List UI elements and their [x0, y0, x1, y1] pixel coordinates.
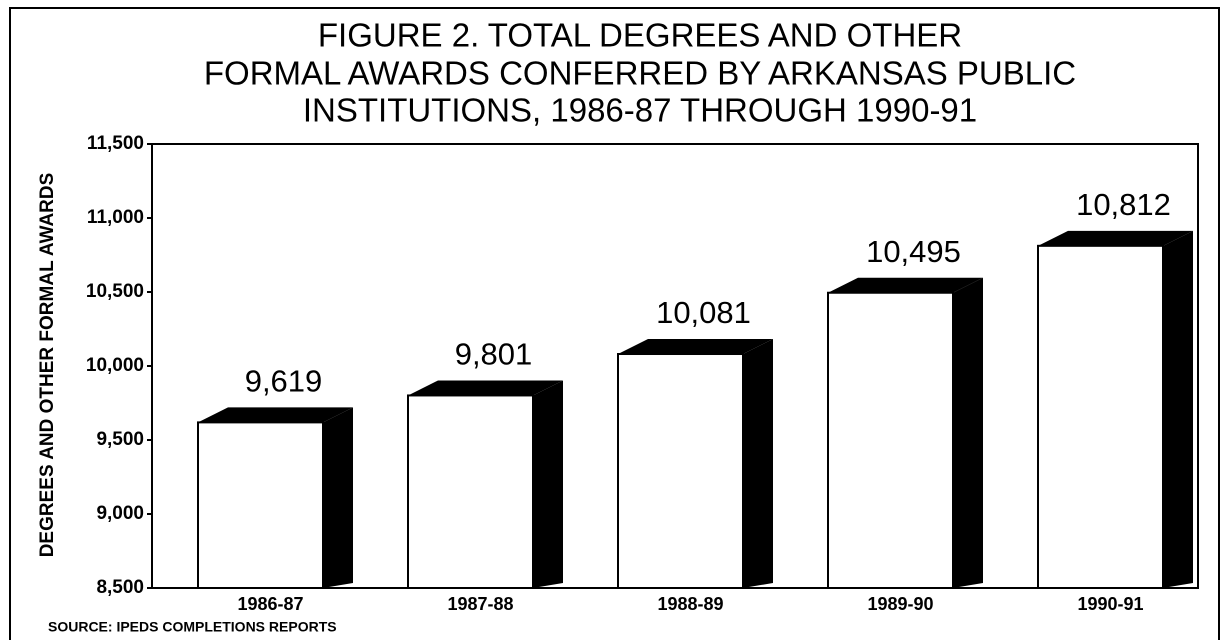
value-label: 10,812	[1076, 187, 1171, 222]
bar-side	[323, 407, 353, 588]
y-tick-label: 10,000	[86, 355, 144, 376]
bar	[617, 353, 744, 589]
frame	[9, 7, 1220, 640]
x-tick-label: 1986-87	[237, 594, 303, 614]
bar-side	[533, 380, 563, 588]
x-tick-label: 1990-91	[1077, 594, 1143, 614]
y-tick-label: 9,500	[96, 429, 144, 450]
bar-top	[198, 407, 353, 423]
bar-side	[953, 277, 983, 588]
y-tick-label: 11,000	[87, 207, 144, 228]
bar	[407, 394, 534, 589]
bar	[197, 421, 324, 589]
bar-top	[618, 339, 773, 355]
chart-title: FORMAL AWARDS CONFERRED BY ARKANSAS PUBL…	[204, 55, 1076, 92]
bar-side	[1163, 230, 1193, 588]
x-tick-label: 1988-89	[657, 594, 723, 614]
x-tick-label: 1987-88	[447, 594, 513, 614]
y-tick-label: 10,500	[86, 281, 144, 302]
y-axis-label: DEGREES AND OTHER FORMAL AWARDS	[37, 173, 58, 558]
bar-top	[408, 380, 563, 396]
value-label: 10,081	[656, 295, 751, 330]
y-tick-label: 9,000	[96, 503, 144, 524]
bar-top	[1038, 230, 1193, 246]
source-note: SOURCE: IPEDS COMPLETIONS REPORTS	[48, 619, 337, 635]
bar	[827, 291, 954, 589]
value-label: 9,801	[455, 337, 533, 372]
chart-title: INSTITUTIONS, 1986-87 THROUGH 1990-91	[303, 92, 977, 129]
bar-side	[743, 339, 773, 588]
y-tick-label: 11,500	[87, 133, 144, 154]
x-tick-label: 1989-90	[867, 594, 933, 614]
bar-top	[828, 277, 983, 293]
value-label: 9,619	[245, 364, 323, 399]
bar	[1037, 244, 1164, 589]
chart-title: FIGURE 2. TOTAL DEGREES AND OTHER	[318, 17, 962, 54]
y-tick-label: 8,500	[96, 577, 144, 598]
value-label: 10,495	[866, 234, 961, 269]
